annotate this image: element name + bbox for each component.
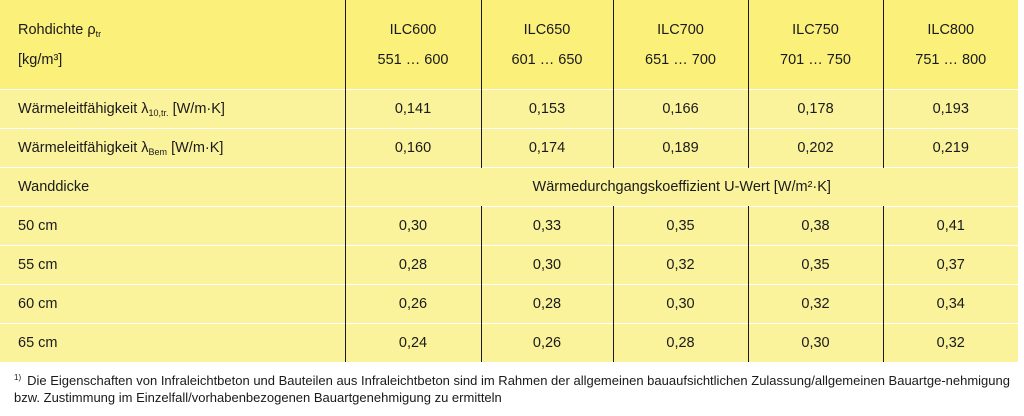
table-cell: 0,32 [613,245,749,285]
density-unit: [kg/m³] [18,51,63,68]
density-header-cell: Rohdichte ρtr [kg/m³] [0,0,346,90]
table-cell: 0,32 [883,323,1018,362]
table-cell: 0,34 [883,284,1018,324]
table-cell: 0,174 [481,128,614,168]
row-label: 60 cm [0,284,346,324]
grade-header-ilc800: ILC800 751 … 800 [883,0,1018,90]
table-cell: 0,178 [748,89,884,129]
grade-header-ilc650: ILC650 601 … 650 [481,0,614,90]
row-label: 50 cm [0,206,346,246]
table-cell: 0,32 [748,284,884,324]
table-cell: 0,202 [748,128,884,168]
table-cell: 0,26 [345,284,482,324]
table-cell: 0,28 [481,284,614,324]
table-row: 55 cm 0,28 0,30 0,32 0,35 0,37 [0,245,1018,285]
footnote-text: Die Eigenschaften von Infraleichtbeton u… [14,373,1010,405]
grade-header-ilc600: ILC600 551 … 600 [345,0,482,90]
table-cell: 0,30 [345,206,482,246]
table-row: 60 cm 0,26 0,28 0,30 0,32 0,34 [0,284,1018,324]
grade-header-ilc700: ILC700 651 … 700 [613,0,749,90]
table-cell: 0,28 [613,323,749,362]
lambda-bem-row: Wärmeleitfähigkeit λBem [W/m·K] 0,160 0,… [0,128,1018,168]
table-cell: 0,26 [481,323,614,362]
footnote: 1) Die Eigenschaften von Infraleichtbeton… [14,372,1014,406]
table-cell: 0,41 [883,206,1018,246]
table-cell: 0,160 [345,128,482,168]
table-cell: 0,35 [748,245,884,285]
density-label: Rohdichte ρtr [18,21,102,39]
table-cell: 0,24 [345,323,482,362]
table-cell: 0,193 [883,89,1018,129]
row-label: 65 cm [0,323,346,362]
table-cell: 0,166 [613,89,749,129]
table-cell: 0,30 [481,245,614,285]
row-label: Wärmeleitfähigkeit λBem [W/m·K] [0,128,346,168]
u-value-section-header: Wärmedurchgangskoeffizient U-Wert [W/m²·… [345,167,1018,207]
table-cell: 0,30 [613,284,749,324]
table-cell: 0,28 [345,245,482,285]
lambda10-row: Wärmeleitfähigkeit λ10,tr. [W/m·K] 0,141… [0,89,1018,129]
grade-header-ilc750: ILC750 701 … 750 [748,0,884,90]
table-row: 50 cm 0,30 0,33 0,35 0,38 0,41 [0,206,1018,246]
table-cell: 0,153 [481,89,614,129]
row-label: Wanddicke [0,167,346,207]
table-cell: 0,189 [613,128,749,168]
wanddicke-row: Wanddicke Wärmedurchgangskoeffizient U-W… [0,167,1018,207]
table-cell: 0,219 [883,128,1018,168]
table-cell: 0,35 [613,206,749,246]
table-row: 65 cm 0,24 0,26 0,28 0,30 0,32 [0,323,1018,362]
footnote-marker: 1) [14,373,22,382]
table-cell: 0,33 [481,206,614,246]
table-cell: 0,38 [748,206,884,246]
row-label: 55 cm [0,245,346,285]
header-row: Rohdichte ρtr [kg/m³] ILC600 551 … 600 I… [0,0,1018,90]
property-table: Rohdichte ρtr [kg/m³] ILC600 551 … 600 I… [0,0,1018,362]
table-cell: 0,30 [748,323,884,362]
row-label: Wärmeleitfähigkeit λ10,tr. [W/m·K] [0,89,346,129]
table-cell: 0,141 [345,89,482,129]
table-cell: 0,37 [883,245,1018,285]
